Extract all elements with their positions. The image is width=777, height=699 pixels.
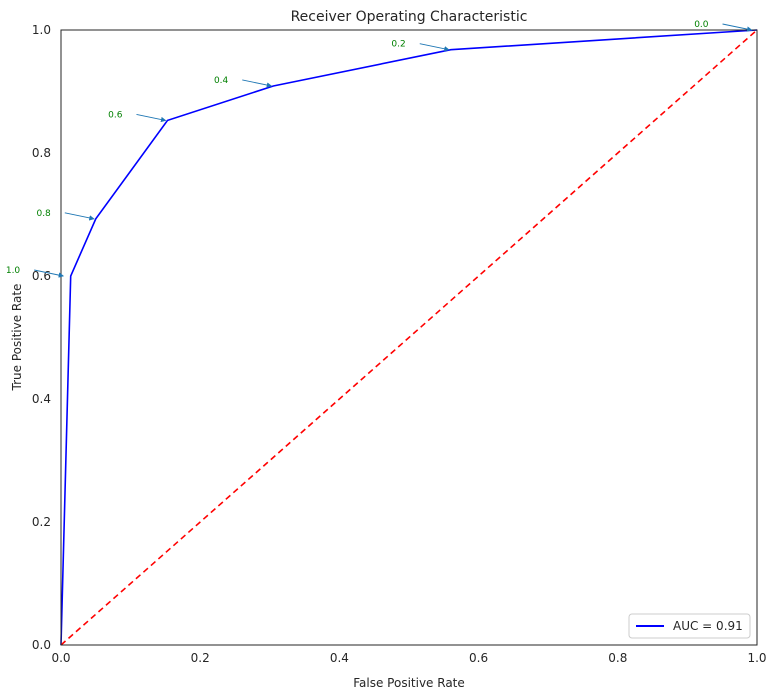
y-tick-label: 0.2 [32,515,51,529]
threshold-label: 0.2 [391,40,405,50]
roc-curve-line [60,29,758,646]
x-tick-label: 0.6 [469,651,488,665]
threshold-arrow [722,23,753,32]
x-tick-label: 1.0 [747,651,766,665]
y-tick-label: 0.8 [32,146,51,160]
threshold-label: 1.0 [6,266,21,276]
plot-frame [60,29,758,646]
threshold-label: 0.6 [108,110,123,120]
y-tick-label: 0.0 [32,638,51,652]
threshold-label: 0.0 [694,20,709,30]
x-tick-label: 0.4 [330,651,349,665]
threshold-arrow [419,43,450,52]
threshold-label: 0.8 [36,209,51,219]
x-tick-label: 0.2 [191,651,210,665]
threshold-arrow [64,212,95,221]
chance-diagonal-line [60,29,758,646]
legend-label: AUC = 0.91 [673,619,743,633]
x-tick-label: 0.0 [51,651,70,665]
y-tick-label: 1.0 [32,23,51,37]
y-axis-label: True Positive Rate [10,284,24,392]
threshold-arrow [136,113,167,123]
threshold-arrow [242,79,273,88]
threshold-label: 0.4 [214,76,229,86]
threshold-arrow [34,269,65,278]
legend-box [628,613,751,639]
x-axis-label: False Positive Rate [353,676,465,690]
y-tick-label: 0.4 [32,392,51,406]
legend: AUC = 0.91 [628,613,751,639]
x-tick-label: 0.8 [608,651,627,665]
chart-title: Receiver Operating Characteristic [291,9,528,25]
